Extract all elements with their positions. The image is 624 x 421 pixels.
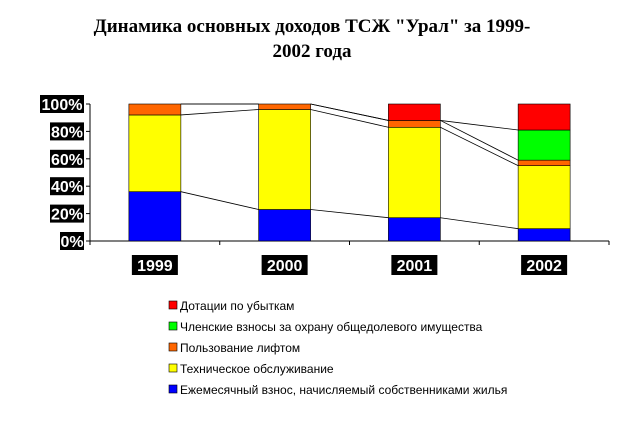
series-line: [440, 217, 519, 230]
plot-area: 0% 20% 40% 60% 80% 100% 1999 2000 2001 2002: [40, 95, 610, 275]
x-tick-label: 2000: [267, 258, 303, 275]
legend-swatch: [168, 342, 178, 352]
series-line: [440, 120, 519, 161]
x-tick-label-bg: [261, 255, 308, 275]
x-tick-label-bg: [521, 255, 568, 275]
series-line: [180, 109, 259, 116]
y-tick-label-bg: [60, 232, 84, 250]
bar-segment: [517, 159, 571, 166]
x-tick-label: 2002: [526, 258, 562, 275]
y-tick-label: 100%: [42, 97, 83, 114]
legend-label: Ежемесячный взнос, начисляемый собственн…: [180, 383, 507, 397]
legend: Дотации по убыткам Членские взносы за охр…: [168, 299, 507, 397]
legend-swatch: [168, 300, 178, 310]
bar-segment: [517, 103, 571, 131]
bar-segment: [258, 209, 311, 242]
bar-segment: [128, 191, 182, 242]
y-tick-label: 0%: [60, 234, 83, 251]
x-tick-label: 1999: [137, 258, 173, 275]
legend-swatch: [168, 384, 178, 394]
y-tick-label-bg: [50, 177, 84, 196]
bar-segment: [258, 103, 311, 110]
y-tick-label-bg: [50, 204, 84, 223]
legend-label: Техническое обслуживание: [180, 362, 334, 376]
bar-segment: [388, 126, 441, 219]
series-line: [180, 191, 259, 210]
x-tick-label-bg: [131, 255, 178, 275]
bar-segment: [258, 109, 311, 210]
series-line: [440, 126, 519, 167]
chart-title-line-1: Динамика основных доходов ТСЖ "Урал" за …: [94, 16, 531, 37]
legend-label: Членские взносы за охрану общедолевого и…: [180, 320, 483, 334]
y-tick-label-bg: [40, 95, 84, 113]
bar-segment: [388, 217, 441, 242]
y-tick-label-bg: [50, 122, 84, 141]
bar-segment: [517, 165, 571, 229]
bar-segment: [128, 103, 182, 116]
series-line: [310, 103, 389, 121]
legend-label: Пользование лифтом: [180, 341, 300, 355]
series-line: [440, 120, 519, 131]
x-tick-label: 2001: [397, 258, 433, 275]
y-tick-label-bg: [50, 149, 84, 168]
y-tick-label: 80%: [51, 124, 83, 141]
bar-segment: [517, 129, 571, 161]
legend-swatch: [168, 321, 178, 331]
y-tick-label: 20%: [51, 207, 83, 224]
bar-segment: [388, 120, 441, 128]
x-tick-label-bg: [391, 255, 438, 275]
legend-label: Дотации по убыткам: [180, 299, 294, 313]
series-line: [310, 109, 389, 128]
y-tick-label: 60%: [51, 152, 83, 169]
series-line: [310, 209, 389, 219]
bar-segment: [388, 103, 441, 121]
chart-title-line-2: 2002 года: [273, 41, 352, 62]
bar-segment: [128, 114, 182, 192]
legend-swatch: [168, 363, 178, 373]
bar-segment: [517, 228, 571, 242]
y-tick-label: 40%: [51, 179, 83, 196]
